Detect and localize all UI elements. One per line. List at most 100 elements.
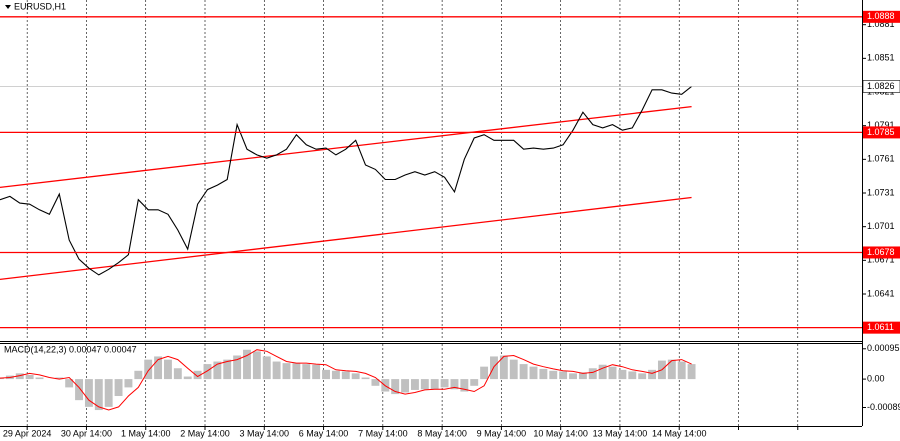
macd-bar xyxy=(154,356,163,380)
level-box xyxy=(863,321,900,334)
macd-bar xyxy=(15,373,24,380)
macd-bar xyxy=(401,379,410,393)
macd-bar xyxy=(588,368,597,380)
level-label: 1.0888 xyxy=(867,11,895,21)
macd-bar xyxy=(272,361,281,380)
y-tick-label: 0.00 xyxy=(867,373,885,383)
macd-bar xyxy=(331,370,340,380)
macd-bar xyxy=(667,359,676,380)
x-tick-label: 2 May 14:00 xyxy=(180,428,230,438)
macd-bar xyxy=(391,379,400,395)
macd-bar xyxy=(134,370,143,380)
macd-bar xyxy=(25,374,34,380)
level-label: 1.0785 xyxy=(867,127,895,137)
macd-bar xyxy=(124,379,133,388)
macd-bar xyxy=(578,372,587,380)
macd-bar xyxy=(104,379,113,407)
macd-bar xyxy=(470,379,479,386)
x-tick-label: 29 Apr 2024 xyxy=(3,428,52,438)
y-tick-label: 1.0731 xyxy=(867,187,895,197)
x-tick-label: 3 May 14:00 xyxy=(240,428,290,438)
macd-bar xyxy=(144,359,153,380)
price-line xyxy=(0,85,692,276)
macd-bar xyxy=(243,349,251,380)
macd-bar xyxy=(519,364,528,380)
macd-bar xyxy=(529,366,538,380)
x-tick-label: 9 May 14:00 xyxy=(477,428,527,438)
current-price-label: 1.0826 xyxy=(867,81,895,91)
macd-bar xyxy=(677,361,686,380)
y-tick-label: 0.00095 xyxy=(867,343,900,353)
macd-bar xyxy=(628,371,637,380)
x-tick-label: 13 May 14:00 xyxy=(593,428,648,438)
macd-bar xyxy=(193,370,202,380)
macd-bar xyxy=(559,371,568,380)
macd-bar xyxy=(84,379,93,407)
indicator-title: MACD(14,22,3) 0.00047 0.00047 xyxy=(4,344,137,354)
macd-bar xyxy=(322,369,330,380)
level-label: 1.0678 xyxy=(867,247,895,257)
macd-bar xyxy=(233,355,242,380)
level-box xyxy=(863,10,900,23)
macd-bar xyxy=(183,376,192,380)
macd-bar xyxy=(480,366,489,380)
macd-bar xyxy=(361,377,370,380)
y-tick-label: 1.0641 xyxy=(867,288,895,298)
channel-line xyxy=(0,105,692,189)
y-tick-label: -0.00089 xyxy=(867,402,900,412)
macd-bar xyxy=(509,359,518,380)
y-tick-label: 1.0791 xyxy=(867,120,895,130)
macd-bar xyxy=(213,361,222,380)
macd-bar xyxy=(252,351,261,380)
x-tick-label: 10 May 14:00 xyxy=(533,428,588,438)
macd-bar xyxy=(410,379,419,390)
macd-bar xyxy=(420,379,429,390)
channel-line xyxy=(0,196,692,281)
macd-bar xyxy=(341,371,350,380)
menu-arrow[interactable] xyxy=(5,5,11,9)
macd-bar xyxy=(648,369,657,380)
level-box xyxy=(863,126,900,139)
macd-bar xyxy=(164,359,172,380)
macd-bar xyxy=(371,379,380,386)
x-tick-label: 6 May 14:00 xyxy=(299,428,349,438)
macd-bar xyxy=(430,379,439,390)
macd-bar xyxy=(351,373,360,380)
y-tick-label: 1.0671 xyxy=(867,255,895,265)
y-tick-label: 1.0701 xyxy=(867,221,895,231)
macd-bar xyxy=(499,355,508,380)
macd-bar xyxy=(173,368,182,380)
macd-bar xyxy=(569,373,577,380)
x-tick-label: 8 May 14:00 xyxy=(417,428,467,438)
macd-bar xyxy=(55,377,64,380)
macd-bar xyxy=(598,364,607,380)
x-tick-label: 1 May 14:00 xyxy=(121,428,171,438)
macd-bar xyxy=(203,364,212,380)
chart-title: EURUSD,H1 xyxy=(14,1,66,11)
macd-bar xyxy=(687,364,696,380)
x-tick-label: 14 May 14:00 xyxy=(652,428,707,438)
macd-bar xyxy=(282,363,291,380)
x-tick-label: 7 May 14:00 xyxy=(358,428,408,438)
x-tick-label: 30 Apr 14:00 xyxy=(61,428,112,438)
y-tick-label: 1.0881 xyxy=(867,19,895,29)
level-label: 1.0611 xyxy=(867,322,894,332)
macd-bar xyxy=(539,368,548,380)
y-tick-label: 1.0851 xyxy=(867,53,895,63)
macd-bar xyxy=(114,379,123,397)
macd-bar xyxy=(440,379,449,388)
macd-bar xyxy=(223,359,232,380)
macd-bar xyxy=(75,379,83,401)
macd-bar xyxy=(608,366,617,380)
current-price-box xyxy=(862,80,900,93)
macd-bar xyxy=(65,379,74,388)
macd-bar xyxy=(618,369,627,380)
macd-bar xyxy=(94,379,103,411)
macd-bar xyxy=(450,379,459,390)
macd-bar xyxy=(460,379,469,392)
macd-bar xyxy=(638,373,647,380)
macd-bar xyxy=(35,377,44,380)
y-tick-label: 1.0761 xyxy=(867,154,895,164)
level-box xyxy=(863,246,900,259)
